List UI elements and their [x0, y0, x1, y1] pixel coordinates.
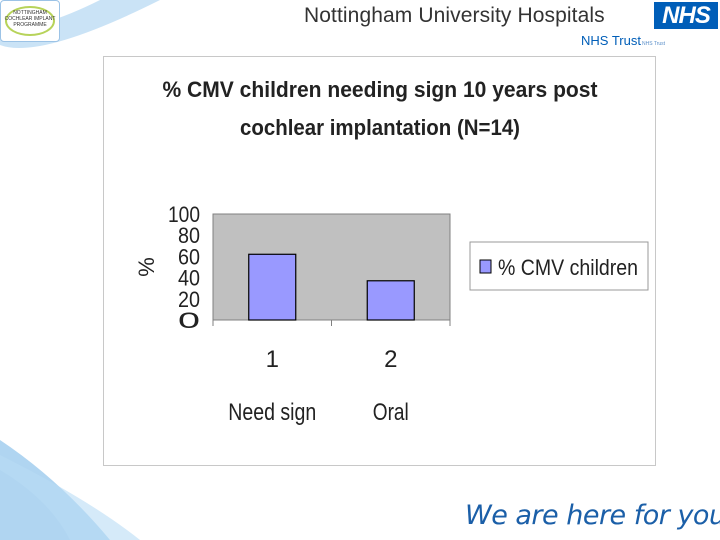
chart-title-line-2: cochlear implantation (N=14) [240, 115, 520, 140]
y-tick-label: 100 [168, 202, 200, 227]
legend-swatch [479, 259, 492, 274]
logo-line-2: COCHLEAR IMPLANT [4, 16, 56, 22]
tagline: We are here for you [465, 500, 720, 531]
bar-chart: % CMV children needing sign 10 years pos… [134, 77, 649, 426]
bottom-swoosh-light [0, 455, 140, 540]
bar-need-sign [248, 253, 297, 321]
category-name-label: Need sign [228, 399, 316, 426]
trust-name: Nottingham University Hospitals [304, 4, 605, 27]
cochlear-programme-logo: NOTTINGHAM COCHLEAR IMPLANT PROGRAMME [0, 0, 60, 42]
y-tick-label: 0 [178, 308, 200, 333]
y-tick-label: 20 [178, 287, 200, 312]
logo-ring [5, 6, 55, 36]
category-name-label: Oral [373, 399, 409, 426]
bar-oral [366, 280, 415, 321]
chart-frame: % CMV children needing sign 10 years pos… [103, 56, 656, 466]
y-tick-label: 40 [178, 266, 200, 291]
nhs-trust-small: NHS Trust [641, 41, 666, 47]
legend-label: % CMV children [498, 255, 638, 280]
x-tick-label: 2 [384, 346, 397, 373]
x-tick-label: 1 [266, 346, 279, 373]
logo-line-3: PROGRAMME [13, 22, 47, 28]
nhs-logo: NHS [654, 2, 718, 29]
y-tick-label: 80 [178, 223, 200, 248]
y-tick-label: 60 [178, 244, 200, 269]
logo-line-1: NOTTINGHAM [13, 10, 47, 16]
y-axis-label: % [134, 257, 159, 277]
nhs-trust-label: NHS TrustNHS Trust [581, 33, 665, 48]
legend-box [469, 241, 649, 291]
chart-title-line-1: % CMV children needing sign 10 years pos… [163, 77, 599, 102]
nhs-trust-text: NHS Trust [581, 33, 641, 48]
